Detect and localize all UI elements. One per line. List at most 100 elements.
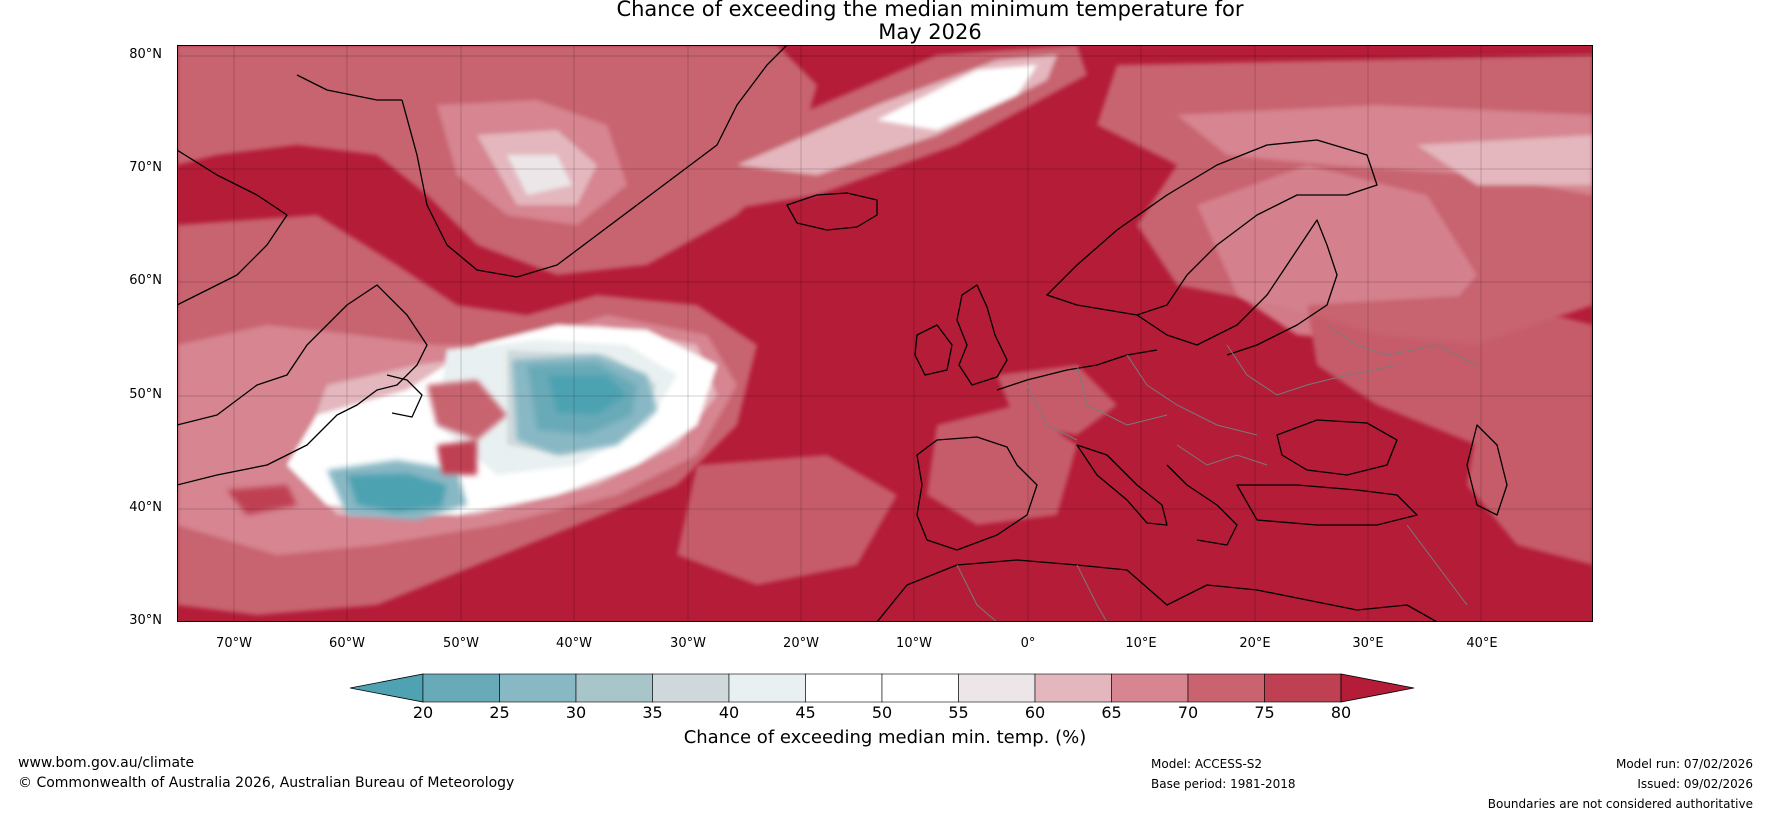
border-7 <box>956 564 998 622</box>
colorbar-segment <box>575 673 653 703</box>
border-6 <box>1326 324 1478 366</box>
colorbar-segment <box>728 673 806 703</box>
lat-label-80n: 80°N <box>129 47 162 62</box>
colorbar-segment <box>499 673 577 703</box>
border-1 <box>1026 384 1078 441</box>
coastline-europe-west <box>996 349 1158 391</box>
coastline-caspian <box>1466 424 1508 516</box>
colorbar-tick-label: 45 <box>795 703 816 722</box>
coastline-britain <box>956 284 1008 386</box>
coastline-baltic <box>1136 219 1338 356</box>
colorbar-tick-label: 80 <box>1330 703 1352 722</box>
lon-label-20e: 20°E <box>1239 636 1271 651</box>
colorbar-tick-label: 60 <box>1024 703 1046 722</box>
colorbar-tick-label: 50 <box>871 703 893 722</box>
colorbar-segment <box>1264 673 1342 703</box>
europe-iberia-70 <box>927 405 1077 525</box>
lon-label-30w: 30°W <box>670 636 706 651</box>
europe-midatlantic-70 <box>677 455 897 585</box>
coastline-greenland <box>401 45 788 278</box>
footer-model-run: Model run: 07/02/2026 <box>1615 757 1753 771</box>
lon-label-60w: 60°W <box>329 636 365 651</box>
europe-caspian-70 <box>1467 425 1593 565</box>
colorbar-segment <box>422 673 500 703</box>
footer-copyright: © Commonwealth of Australia 2026, Austra… <box>18 775 515 791</box>
border-8 <box>1076 564 1108 622</box>
colorbar-tick-label: 55 <box>948 703 969 722</box>
red-intrusion-2 <box>437 440 477 475</box>
lon-label-20w: 20°W <box>783 636 819 651</box>
footer-base-period: Base period: 1981-2018 <box>1151 777 1296 791</box>
footer-url[interactable]: www.bom.gov.au/climate <box>18 755 195 771</box>
colorbar-segment <box>652 673 730 703</box>
colorbar-label: Chance of exceeding median min. temp. (%… <box>683 727 1087 748</box>
country-borders <box>956 324 1478 622</box>
blue-core-mid-atlantic-20 <box>547 375 627 415</box>
border-2 <box>1076 364 1168 426</box>
coastline-iceland <box>786 192 878 231</box>
lon-label-30e: 30°E <box>1352 636 1384 651</box>
footer-model: Model: ACCESS-S2 <box>1151 757 1263 771</box>
red-intrusion-1 <box>427 380 507 440</box>
low-probability-cores <box>227 355 657 520</box>
red-intrusion-3 <box>227 485 297 515</box>
border-5 <box>1176 444 1268 466</box>
lat-label-50n: 50°N <box>129 387 162 402</box>
coastline-greenland-west <box>296 74 402 101</box>
colorbar-tick-label: 65 <box>1101 703 1122 722</box>
title-line-2: May 2026 <box>878 20 982 44</box>
colorbar-segments <box>349 673 1415 703</box>
colorbar <box>349 670 1420 710</box>
lat-label-70n: 70°N <box>129 160 162 175</box>
border-4 <box>1226 344 1398 396</box>
footer-disclaimer: Boundaries are not considered authoritat… <box>1487 797 1753 811</box>
colorbar-tick-label: 75 <box>1254 703 1275 722</box>
probability-map <box>177 45 1593 622</box>
coastline-ireland <box>914 324 953 376</box>
field-greenland-55 <box>507 155 572 195</box>
blue-core-south-20 <box>347 473 447 513</box>
colorbar-extend-high <box>1340 673 1415 703</box>
lat-label-30n: 30°N <box>129 613 162 628</box>
lon-label-70w: 70°W <box>216 636 252 651</box>
coastline-black-sea <box>1276 419 1398 476</box>
coastline-baffin <box>177 149 288 306</box>
coastline-newfoundland <box>386 374 423 418</box>
colorbar-segment <box>1187 673 1265 703</box>
colorbar-tick-label: 35 <box>642 703 663 722</box>
coastline-iberia <box>916 436 1038 551</box>
graticule <box>177 45 1593 622</box>
colorbar-segment <box>805 673 883 703</box>
colorbar-extend-low <box>349 673 424 703</box>
colorbar-tick-label: 40 <box>718 703 740 722</box>
colorbar-tick-label: 30 <box>565 703 587 722</box>
colorbar-tick-label: 20 <box>412 703 434 722</box>
footer-issued: Issued: 09/02/2026 <box>1637 777 1753 791</box>
field-northeast-60 <box>1417 135 1593 185</box>
map-title: Chance of exceeding the median minimum t… <box>0 0 1770 44</box>
coastline-turkey <box>1236 484 1418 526</box>
europe-russia-70 <box>1307 295 1593 465</box>
lon-label-50w: 50°W <box>443 636 479 651</box>
lon-label-40w: 40°W <box>556 636 592 651</box>
colorbar-tick-label: 25 <box>489 703 510 722</box>
colorbar-segment <box>1111 673 1189 703</box>
lon-label-10w: 10°W <box>896 636 932 651</box>
lat-label-60n: 60°N <box>129 273 162 288</box>
coastline-balkans <box>1166 464 1238 546</box>
colorbar-segment <box>881 673 959 703</box>
lon-label-0: 0° <box>1020 636 1036 651</box>
colorbar-tick-label: 70 <box>1177 703 1199 722</box>
colorbar-segment <box>1034 673 1112 703</box>
border-9 <box>1406 524 1468 606</box>
coastline-labrador <box>177 284 428 486</box>
lat-label-40n: 40°N <box>129 500 162 515</box>
europe-france-70 <box>997 365 1117 435</box>
lon-label-40e: 40°E <box>1466 636 1498 651</box>
colorbar-segment <box>958 673 1036 703</box>
title-line-1: Chance of exceeding the median minimum t… <box>616 0 1244 21</box>
field-arctic-band-50 <box>877 65 1037 130</box>
map-frame <box>177 45 1593 622</box>
coastline-italy <box>1076 444 1168 526</box>
border-3 <box>1126 354 1258 436</box>
